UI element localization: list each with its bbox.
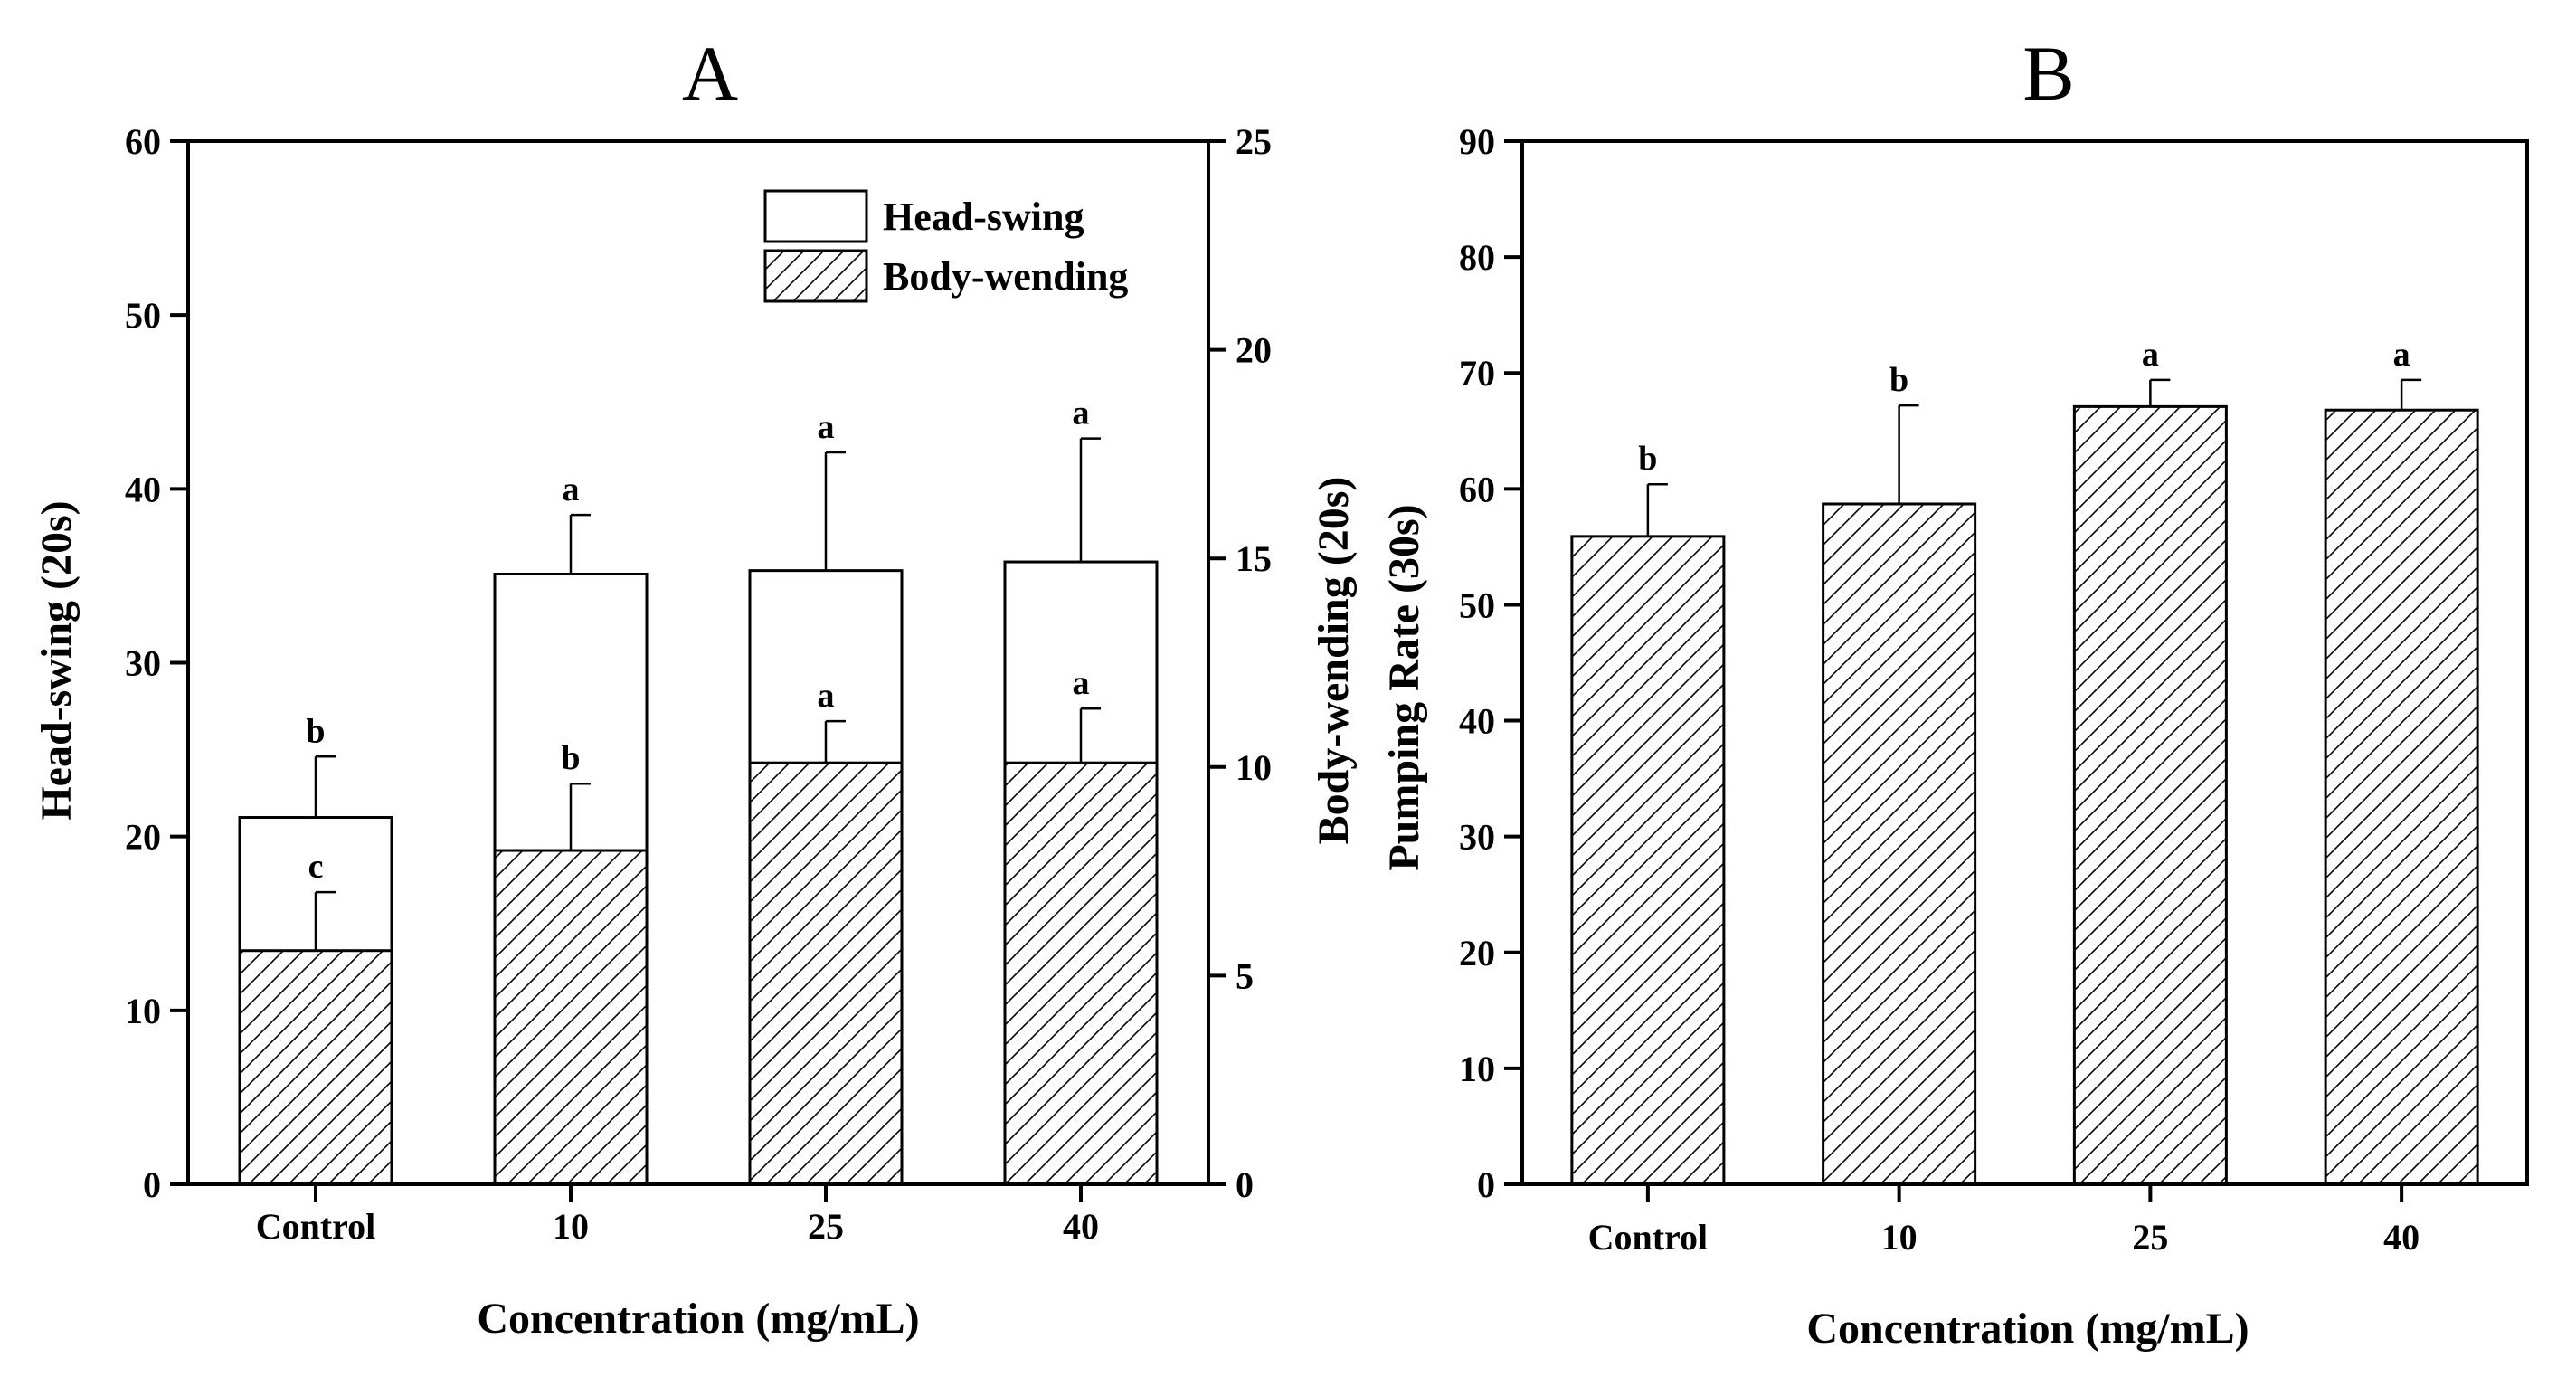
- panel-a-ytick-label-50: 50: [125, 295, 161, 336]
- panel-a-bars: b a a a c b a a: [238, 394, 1159, 1186]
- panel-b-xtick-label-control: Control: [1588, 1217, 1709, 1258]
- panel-a-sig-label-body-wending-control: c: [308, 848, 324, 886]
- panel-a-y2tick-label-25: 25: [1236, 121, 1272, 162]
- legend-label-body-wending: Body-wending: [883, 254, 1128, 299]
- panel-a-bar-body-wending-10: [493, 849, 649, 1186]
- panel-a-bar-body-wending-control: [238, 949, 393, 1186]
- legend-label-head-swing: Head-swing: [883, 195, 1084, 239]
- legend-swatch-head-swing: [763, 189, 868, 243]
- panel-b-ytick-label-90: 90: [1459, 121, 1495, 162]
- panel-a-sig-label-head-swing-10: a: [563, 470, 580, 508]
- panel-a-sig-label-head-swing-control: b: [306, 712, 325, 750]
- panel-b-ytick-label-20: 20: [1459, 933, 1495, 973]
- panel-a-y2tick-label-20: 20: [1236, 330, 1272, 371]
- panel-b-sig-label-pumping-rate-25: a: [2142, 336, 2159, 374]
- panel-b-bar-pumping-rate-control: [1570, 535, 1726, 1186]
- panel-b-bar-pumping-rate-25: [2072, 404, 2228, 1186]
- panel-a-plot-frame: [186, 139, 1210, 1186]
- panel-a-bar-body-wending-40: [1003, 761, 1159, 1186]
- panel-a-ytick-label-30: 30: [125, 643, 161, 684]
- panel-b-ytick-label-80: 80: [1459, 237, 1495, 278]
- panel-a-ytick-label-20: 20: [125, 817, 161, 858]
- panel-a: A 0 10 20 30 40 50 60 0 5 10 15 20 25 Control 10 25 40 b…: [33, 30, 1358, 1343]
- panel-a-xtick-label-40: 40: [1063, 1206, 1099, 1247]
- panel-b-sig-label-pumping-rate-10: b: [1889, 361, 1908, 399]
- panel-a-sig-label-head-swing-40: a: [1073, 394, 1090, 432]
- panel-a-y-axis-label: Head-swing (20s): [33, 500, 80, 820]
- panel-a-sig-label-body-wending-25: a: [818, 677, 835, 715]
- panel-b-y-axis-label: Pumping Rate (30s): [1380, 504, 1428, 870]
- panel-b-xtick-label-10: 10: [1881, 1217, 1918, 1258]
- panel-b-sig-label-pumping-rate-40: a: [2393, 336, 2410, 374]
- panel-b-sig-label-pumping-rate-control: b: [1638, 440, 1657, 478]
- panel-b-axes: 0 10 20 30 40 50 60 70 80 90 Control 10 25 40: [1459, 121, 2420, 1258]
- legend: Head-swing Body-wending: [763, 189, 1128, 303]
- panel-b-ytick-label-0: 0: [1477, 1164, 1495, 1205]
- panel-a-y2tick-label-15: 15: [1236, 538, 1272, 579]
- panel-a-y2tick-label-0: 0: [1236, 1164, 1254, 1205]
- panel-b-bars: b b a a: [1570, 336, 2479, 1186]
- panel-a-ytick-label-40: 40: [125, 469, 161, 509]
- panel-b-title: B: [2022, 30, 2074, 117]
- panel-a-y2tick-label-10: 10: [1236, 747, 1272, 788]
- panel-b-ytick-label-60: 60: [1459, 469, 1495, 509]
- panel-a-x-axis-label: Concentration (mg/mL): [477, 1295, 919, 1343]
- panel-a-xtick-label-25: 25: [808, 1206, 844, 1247]
- panel-b-ytick-label-50: 50: [1459, 584, 1495, 625]
- panel-a-sig-label-head-swing-25: a: [818, 408, 835, 446]
- panel-a-ytick-label-60: 60: [125, 121, 161, 162]
- panel-a-ytick-label-0: 0: [143, 1164, 161, 1205]
- panel-a-sig-label-body-wending-40: a: [1073, 664, 1090, 702]
- panel-b-bar-pumping-rate-10: [1822, 502, 1977, 1186]
- panel-a-y2-axis-label: Body-wending (20s): [1310, 477, 1358, 845]
- panel-a-ytick-label-10: 10: [125, 991, 161, 1031]
- panel-a-sig-label-body-wending-10: b: [561, 739, 580, 777]
- panel-b-ytick-label-30: 30: [1459, 817, 1495, 858]
- panel-b-x-axis-label: Concentration (mg/mL): [1806, 1305, 2249, 1353]
- panel-a-xtick-label-10: 10: [553, 1206, 589, 1247]
- panel-a-axes: 0 10 20 30 40 50 60 0 5 10 15 20 25 Control 10 25 40: [125, 121, 1272, 1247]
- panel-b-xtick-label-25: 25: [2132, 1217, 2168, 1258]
- legend-swatch-body-wending: [763, 249, 868, 303]
- panel-b-ytick-label-10: 10: [1459, 1049, 1495, 1089]
- panel-a-y2tick-label-5: 5: [1236, 955, 1254, 996]
- panel-b-ytick-label-70: 70: [1459, 353, 1495, 394]
- panel-a-xtick-label-control: Control: [256, 1206, 376, 1247]
- panel-b-plot-frame: [1520, 139, 2529, 1186]
- panel-b-xtick-label-40: 40: [2383, 1217, 2420, 1258]
- panel-b-ytick-label-40: 40: [1459, 701, 1495, 742]
- panel-b-bar-pumping-rate-40: [2324, 408, 2479, 1186]
- panel-a-title: A: [682, 30, 738, 117]
- panel-a-bar-body-wending-25: [748, 761, 904, 1186]
